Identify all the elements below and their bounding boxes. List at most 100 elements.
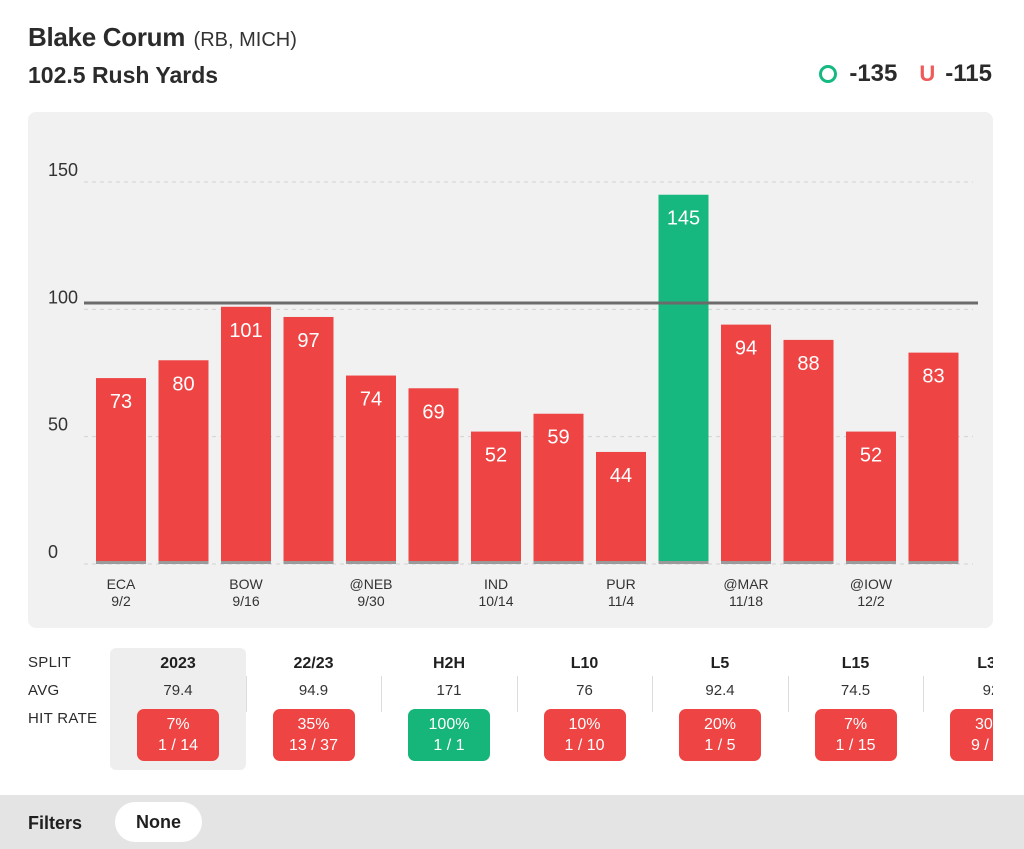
hit-rate-pct: 10%	[568, 716, 601, 733]
split-avg: 171	[436, 682, 462, 699]
x-tick-date: 9/30	[357, 593, 384, 609]
column-divider	[381, 676, 382, 712]
bar-value-label: 74	[360, 389, 382, 411]
hit-rate-badge: 10% 1 / 10	[543, 709, 626, 761]
split-column-l15[interactable]: L15 74.5 7% 1 / 15	[788, 648, 924, 770]
split-column-2023[interactable]: 2023 79.4 7% 1 / 14	[110, 648, 246, 770]
split-label: SPLIT	[28, 654, 72, 671]
hit-rate-badge: 7% 1 / 14	[137, 709, 219, 761]
split-column-l5[interactable]: L5 92.4 20% 1 / 5	[652, 648, 788, 770]
bar-miss[interactable]	[846, 431, 896, 564]
split-avg: 94.9	[298, 682, 329, 699]
bar-miss[interactable]	[158, 360, 209, 564]
filters-bar: Filters None	[0, 795, 1024, 849]
bar-value-label: 69	[422, 401, 444, 423]
bar-base	[846, 561, 896, 564]
bar-miss[interactable]	[283, 316, 334, 564]
bar-miss[interactable]	[721, 324, 771, 564]
hit-rate-label: HIT RATE	[28, 710, 98, 727]
split-head: L10	[570, 655, 599, 672]
bar-miss[interactable]	[96, 378, 146, 564]
bar-base	[283, 561, 334, 564]
split-column-l10[interactable]: L10 76 10% 1 / 10	[517, 648, 653, 770]
column-divider	[923, 676, 924, 712]
bar-value-label: 59	[547, 427, 569, 449]
bar-miss[interactable]	[471, 431, 521, 564]
bar-miss[interactable]	[596, 451, 646, 564]
x-tick-opponent: PUR	[606, 576, 636, 592]
bar-hit[interactable]	[658, 194, 709, 564]
column-divider	[516, 676, 518, 712]
hit-rate-fraction: 1 / 14	[157, 737, 199, 754]
bar-chart-svg: 0 50 100 150 73 80 101 97 74 69 52 59 44 145 94 88 52 83 E…	[48, 160, 978, 609]
column-divider	[787, 676, 789, 712]
odds-group: -135 U -115	[819, 60, 992, 88]
prop-line: 102.5 Rush Yards	[28, 62, 219, 88]
hit-rate-pct: 7%	[843, 716, 868, 733]
filters-label: Filters	[28, 813, 83, 833]
split-avg: 79.4	[163, 682, 193, 699]
x-tick-opponent: @IOW	[850, 576, 893, 592]
under-tag: U	[919, 61, 936, 86]
x-tick-opponent: @NEB	[350, 576, 393, 592]
under-price: -115	[945, 60, 992, 87]
bar-value-label: 52	[860, 445, 882, 467]
x-tick-date: 9/16	[232, 593, 259, 609]
player-name: Blake Corum	[28, 22, 186, 52]
y-tick-label: 0	[48, 542, 58, 562]
hit-rate-fraction: 13 / 37	[289, 737, 338, 754]
x-tick-opponent: IND	[484, 576, 508, 592]
bar-value-label: 97	[297, 330, 319, 352]
split-row-labels: SPLIT AVG HIT RATE	[28, 648, 118, 732]
bar-value-label: 80	[172, 373, 194, 395]
split-head: 22/23	[293, 655, 334, 672]
bar-base	[908, 561, 959, 564]
bar-base	[721, 561, 771, 564]
bar-miss[interactable]	[408, 388, 459, 564]
prop-header: Blake Corum (RB, MICH) 102.5 Rush Yards …	[28, 22, 992, 92]
bar-base	[346, 561, 396, 564]
over-icon	[819, 65, 838, 83]
x-tick-date: 11/18	[729, 593, 763, 609]
bar-base	[471, 561, 521, 564]
splits-table: SPLIT AVG HIT RATE 2023 79.4 7% 1 / 14 22/23…	[0, 648, 1024, 770]
hit-rate-badge: 100% 1 / 1	[408, 709, 490, 761]
x-tick-date: 12/2	[857, 593, 884, 609]
hit-rate-fraction: 1 / 10	[564, 737, 605, 754]
x-tick-opponent: ECA	[107, 576, 136, 592]
bar-base	[96, 561, 146, 564]
split-head: 2023	[160, 655, 196, 672]
bar-miss[interactable]	[533, 413, 584, 564]
split-avg: 92.4	[705, 682, 735, 699]
x-tick-opponent: @MAR	[723, 576, 768, 592]
over-price: -135	[849, 60, 898, 87]
filters-pill[interactable]: None	[115, 802, 202, 842]
bar-miss[interactable]	[908, 352, 959, 564]
split-column-h2h[interactable]: H2H 171 100% 1 / 1	[381, 648, 517, 770]
hit-rate-badge: 20% 1 / 5	[679, 709, 761, 761]
hit-rate-pct: 100%	[428, 716, 470, 733]
split-column-2223[interactable]: 22/23 94.9 35% 13 / 37	[246, 648, 382, 770]
game-log-chart: 0 50 100 150 73 80 101 97 74 69 52 59 44 145 94 88 52 83 E…	[28, 112, 993, 628]
bar-base	[658, 561, 709, 564]
hit-rate-pct: 35%	[297, 716, 330, 733]
bar-value-label: 52	[485, 445, 507, 467]
bar-miss[interactable]	[783, 339, 834, 564]
hit-rate-pct: 20%	[703, 716, 737, 733]
x-tick-opponent: BOW	[229, 576, 263, 592]
bar-miss[interactable]	[346, 375, 396, 564]
bar-base	[221, 561, 271, 564]
over-odds-button[interactable]: -135	[819, 60, 897, 88]
x-tick-date: 11/4	[608, 593, 634, 609]
y-tick-label: 100	[48, 287, 78, 307]
bar-base	[783, 561, 834, 564]
bar-miss[interactable]	[221, 306, 271, 564]
avg-label: AVG	[28, 682, 60, 699]
bar-value-label: 88	[797, 353, 819, 375]
player-line: Blake Corum (RB, MICH)	[28, 22, 297, 53]
bar-value-label: 101	[229, 320, 262, 342]
bar-value-label: 73	[110, 391, 132, 413]
under-odds-button[interactable]: U -115	[919, 60, 992, 88]
split-avg: 74.5	[840, 682, 871, 699]
hit-rate-fraction: 1 / 1	[433, 737, 465, 754]
